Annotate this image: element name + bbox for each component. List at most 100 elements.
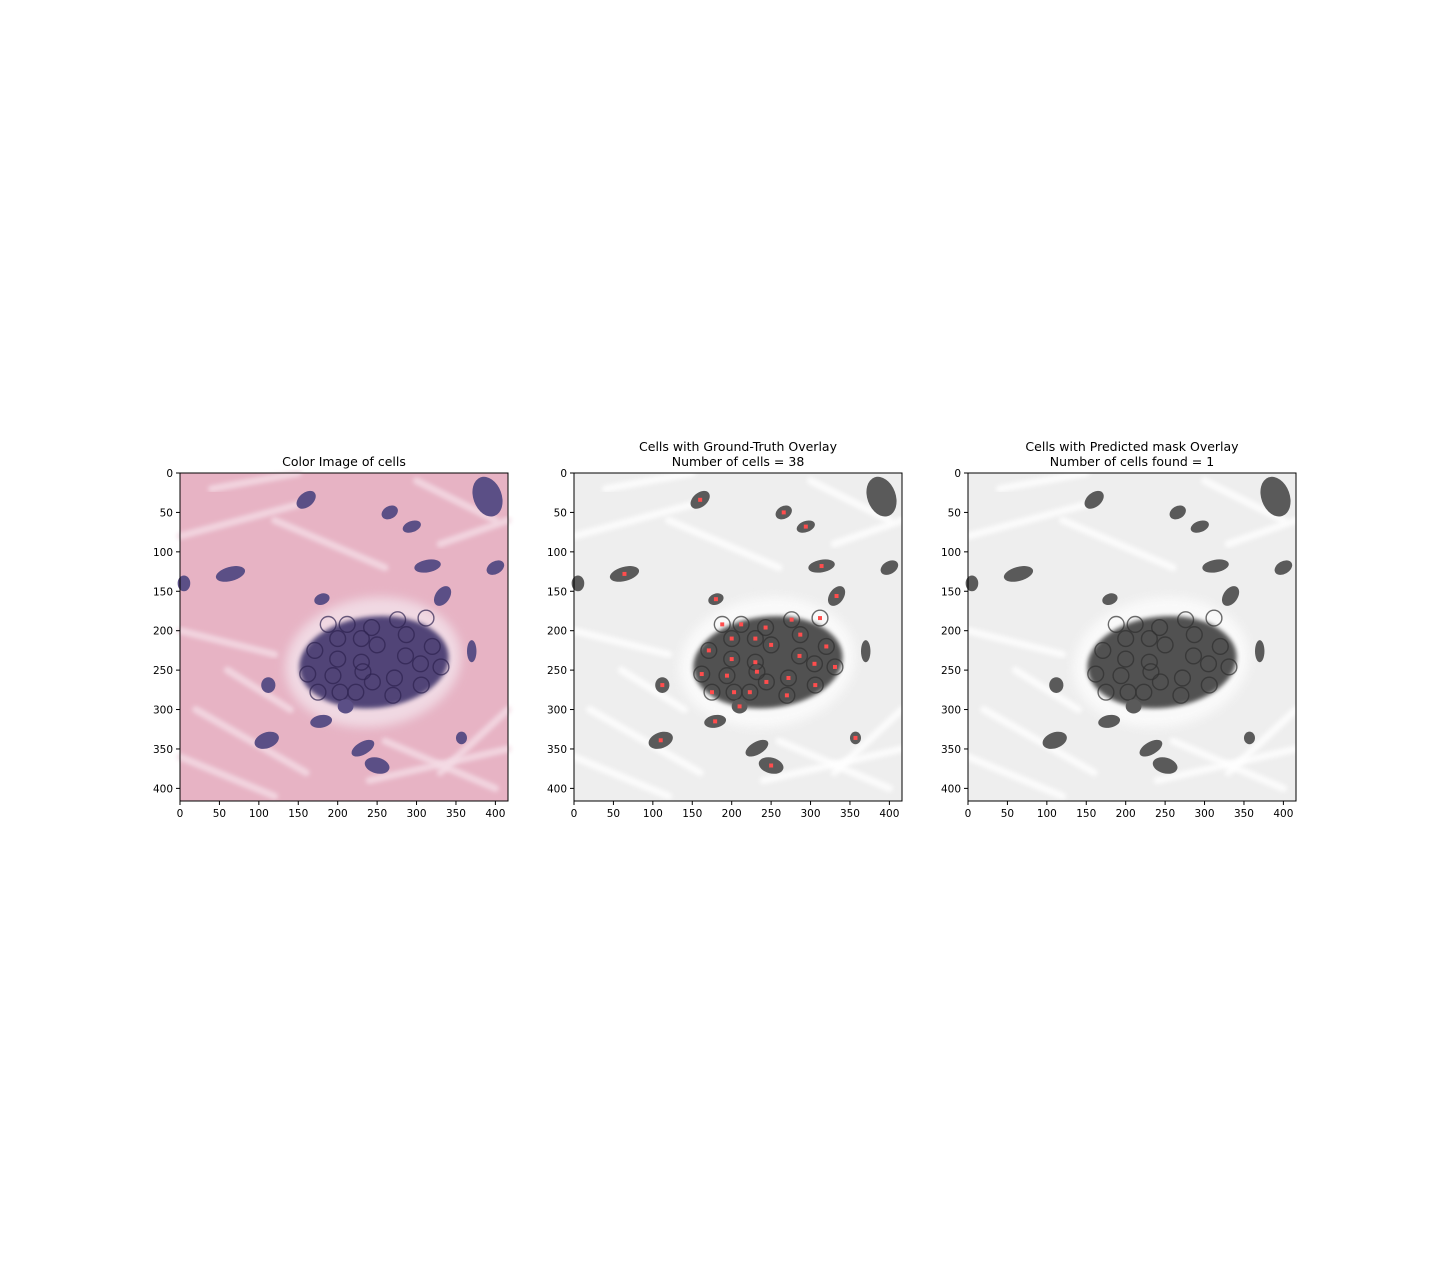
cell-marker [769,763,774,768]
x-tick-label: 200 [1116,808,1136,820]
cell-marker [729,657,734,662]
cell-marker [698,497,703,502]
x-tick-label: 50 [1001,808,1014,820]
x-tick-label: 350 [840,808,860,820]
y-tick-label: 400 [547,783,567,795]
cell-marker [764,679,769,684]
x-tick-label: 0 [571,808,578,820]
x-tick-label: 0 [177,808,184,820]
x-tick-label: 250 [367,808,387,820]
y-tick-label: 250 [941,665,961,677]
cell-marker [803,524,808,529]
y-tick-label: 0 [954,468,961,480]
x-tick-label: 100 [249,808,269,820]
cell-marker [622,571,627,576]
axes-frame [573,472,903,802]
cell-marker [737,704,742,709]
y-tick-label: 100 [153,547,173,559]
cell-marker [658,738,663,743]
cell-marker [797,653,802,658]
panel-color: Color Image of cells 0 50 100 150 200 250 300 35… [153,454,512,820]
cell-marker [781,510,786,515]
cell-marker [853,735,858,740]
x-tick-label: 150 [682,808,702,820]
cell-marker [789,617,794,622]
y-tick-label: 350 [547,744,567,756]
y-tick-label: 50 [160,507,173,519]
cell-marker [784,693,789,698]
y-tick-label: 200 [547,626,567,638]
x-tick-label: 0 [965,808,972,820]
x-tick-label: 100 [1037,808,1057,820]
cell-marker [713,719,718,724]
cell-marker [769,642,774,647]
y-tick-label: 400 [153,783,173,795]
x-tick-label: 150 [1076,808,1096,820]
cell-marker [786,676,791,680]
y-tick-label: 150 [153,586,173,598]
cell-marker [813,683,818,688]
x-tick-label: 50 [607,808,620,820]
panel-title-line: Cells with Ground-Truth Overlay [639,439,838,454]
y-tick-label: 300 [547,705,567,717]
y-tick-label: 0 [560,468,567,480]
axes-frame [179,472,509,802]
y-tick-label: 300 [941,705,961,717]
cell-marker [724,673,729,678]
y-tick-label: 350 [153,744,173,756]
y-tick-label: 200 [153,626,173,638]
x-tick-label: 400 [879,808,899,820]
panel-predicted: Cells with Predicted mask OverlayNumber … [941,439,1300,820]
cell-marker [818,616,822,621]
x-tick-label: 300 [1195,808,1215,820]
x-tick-label: 300 [407,808,427,820]
y-tick-label: 400 [941,783,961,795]
cell-marker [824,644,829,649]
cell-marker [798,632,803,637]
x-tick-label: 100 [643,808,663,820]
cell-marker [834,594,839,598]
y-tick-label: 50 [948,507,961,519]
y-tick-label: 250 [153,665,173,677]
panel-title-line: Color Image of cells [282,454,406,469]
x-tick-label: 150 [288,808,308,820]
cell-marker [812,661,817,666]
cell-marker [747,690,752,695]
y-tick-label: 250 [547,665,567,677]
cell-marker [709,690,714,695]
cell-marker [660,683,665,688]
x-tick-label: 400 [485,808,505,820]
cell-marker [739,622,744,627]
cell-marker [729,636,734,641]
x-tick-label: 350 [446,808,466,820]
cell-marker [753,660,758,665]
predicted-image [964,469,1300,801]
x-tick-label: 50 [213,808,226,820]
x-tick-label: 200 [328,808,348,820]
y-tick-label: 300 [153,705,173,717]
x-tick-label: 300 [801,808,821,820]
panel-title-line: Number of cells found = 1 [1050,454,1214,469]
x-tick-label: 350 [1234,808,1254,820]
cell-marker [706,648,711,653]
y-tick-label: 0 [166,468,173,480]
cell-marker [754,669,759,674]
x-tick-label: 400 [1273,808,1293,820]
y-tick-label: 150 [547,586,567,598]
cell-marker [763,625,768,630]
panel-title-line: Number of cells = 38 [672,454,805,469]
x-tick-label: 250 [761,808,781,820]
y-tick-label: 350 [941,744,961,756]
y-tick-label: 200 [941,626,961,638]
cell-marker [713,597,718,602]
cell-marker [720,622,725,627]
cell-marker [732,690,737,695]
cell-marker [832,664,837,669]
cell-marker [753,636,758,641]
y-tick-label: 100 [941,547,961,559]
y-tick-label: 100 [547,547,567,559]
axes-frame [967,472,1297,802]
panel-title-line: Cells with Predicted mask Overlay [1025,439,1239,454]
